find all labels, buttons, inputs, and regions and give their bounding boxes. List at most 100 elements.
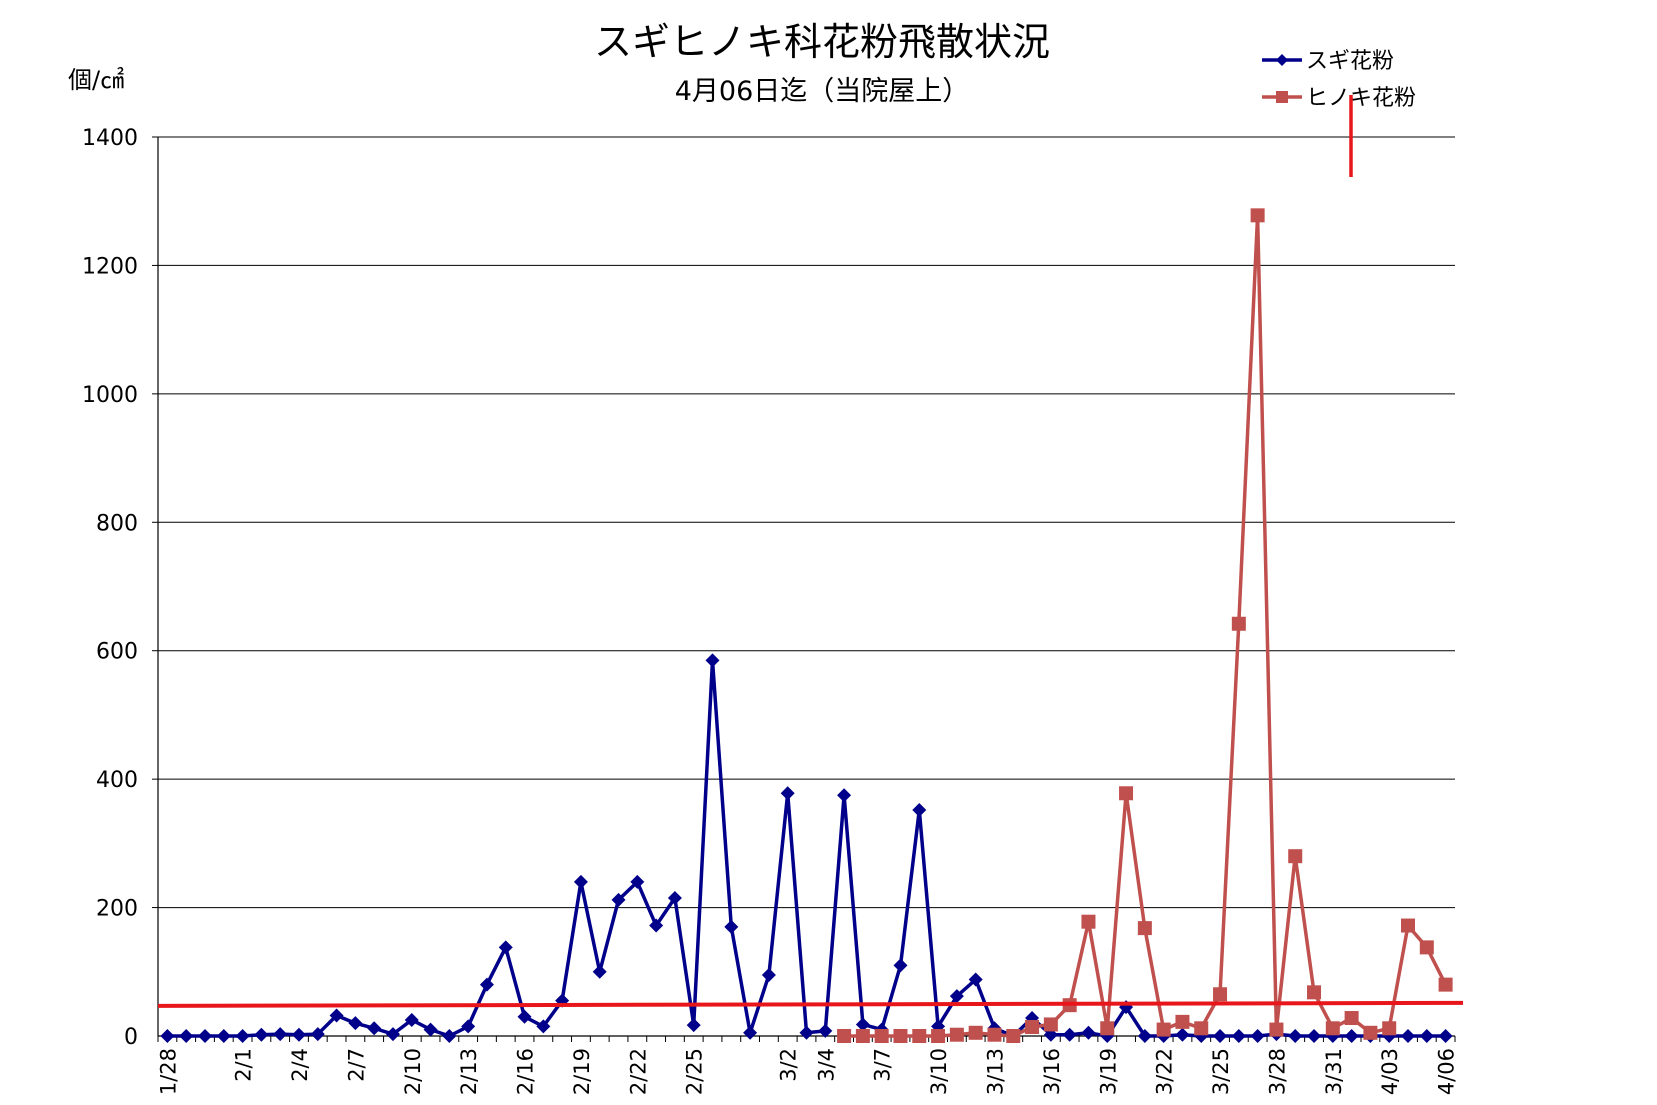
data-point <box>536 1019 551 1034</box>
data-point <box>649 918 664 933</box>
y-tick-label: 0 <box>124 1025 138 1050</box>
data-point <box>1231 616 1246 631</box>
data-point <box>385 1027 400 1042</box>
data-point <box>442 1029 457 1043</box>
data-point <box>367 1021 382 1036</box>
data-point <box>1062 1027 1077 1042</box>
data-point <box>1213 987 1228 1002</box>
chart-subtitle: 4月06日迄（当院屋上） <box>675 76 970 107</box>
data-point <box>1307 1029 1322 1043</box>
data-point <box>686 1018 701 1033</box>
data-point <box>291 1027 306 1042</box>
x-tick-label: 3/2 <box>777 1048 801 1082</box>
data-point <box>1119 786 1134 801</box>
data-point <box>1438 977 1453 992</box>
data-point <box>818 1023 833 1038</box>
x-tick-label: 3/7 <box>871 1048 895 1082</box>
data-point <box>837 788 852 803</box>
data-point <box>1250 208 1265 223</box>
data-point <box>912 802 927 817</box>
series-hinoki <box>837 208 1453 1043</box>
data-point <box>874 1029 889 1043</box>
data-point <box>667 890 682 905</box>
data-point <box>1137 1029 1152 1043</box>
data-point <box>1043 1017 1058 1032</box>
data-point <box>949 989 964 1004</box>
data-point <box>1025 1020 1040 1035</box>
data-point <box>1344 1011 1359 1026</box>
data-point <box>461 1019 476 1034</box>
data-point <box>705 653 720 668</box>
x-tick-label: 3/25 <box>1209 1048 1233 1095</box>
y-tick-label: 1200 <box>82 254 138 279</box>
x-tick-label: 2/7 <box>344 1048 368 1082</box>
data-point <box>855 1029 870 1043</box>
grid-lines <box>158 136 1455 909</box>
legend-label: ヒノキ花粉 <box>1306 86 1416 111</box>
data-point <box>573 874 588 889</box>
data-point <box>1288 849 1303 864</box>
data-point <box>1307 985 1322 1000</box>
data-point <box>1269 1022 1284 1037</box>
y-tick-label: 1400 <box>82 126 138 151</box>
series-layer <box>160 208 1453 1043</box>
y-tick-label: 1000 <box>82 383 138 408</box>
data-point <box>743 1025 758 1040</box>
threshold-line <box>157 1000 1464 1008</box>
x-tick-label: 2/10 <box>401 1048 425 1095</box>
x-tick-label: 3/22 <box>1153 1048 1177 1095</box>
data-point <box>348 1016 363 1031</box>
data-point <box>1213 1029 1228 1043</box>
y-tick-label: 200 <box>96 897 138 922</box>
x-tick-label: 3/31 <box>1322 1048 1346 1095</box>
data-point <box>197 1029 212 1043</box>
data-point <box>837 1029 852 1043</box>
data-point <box>1006 1029 1021 1043</box>
data-point <box>1250 1029 1265 1043</box>
data-point <box>498 940 513 955</box>
data-point <box>724 919 739 934</box>
series-line <box>844 213 1448 1038</box>
y-tick-label: 600 <box>96 640 138 665</box>
x-tick-label: 3/16 <box>1040 1048 1064 1095</box>
y-tick-label: 400 <box>96 768 138 793</box>
data-point <box>1344 1029 1359 1043</box>
x-tick-label: 3/4 <box>814 1048 838 1082</box>
data-point <box>423 1022 438 1037</box>
data-point <box>404 1012 419 1027</box>
x-tick-labels: 1/28 2/1 2/4 2/7 2/10 2/13 2/16 2/19 2/22 2/25 3/2… <box>156 1048 1458 1095</box>
x-tick-label: 2/1 <box>232 1048 256 1082</box>
series-line <box>167 658 1446 1038</box>
data-point <box>592 964 607 979</box>
data-point <box>912 1029 927 1043</box>
y-tick-labels: 0 200 400 600 800 1000 1200 1400 <box>82 126 138 1050</box>
series-sugi <box>160 653 1453 1043</box>
data-point <box>1288 1029 1303 1043</box>
x-tick-label: 3/10 <box>927 1048 951 1095</box>
data-point <box>968 972 983 987</box>
data-point <box>254 1027 269 1042</box>
data-point <box>761 967 776 982</box>
threshold-layer <box>157 1000 1464 1008</box>
data-point <box>1401 918 1416 933</box>
data-point <box>1419 940 1434 955</box>
x-tick-label: 2/4 <box>288 1048 312 1082</box>
data-point <box>273 1027 288 1042</box>
data-point <box>1438 1029 1453 1043</box>
x-tick-label: 2/22 <box>626 1048 650 1095</box>
data-point <box>1175 1014 1190 1029</box>
data-point <box>855 1017 870 1032</box>
x-tick-label: 4/03 <box>1378 1048 1402 1095</box>
x-tick-label: 4/06 <box>1435 1048 1459 1095</box>
data-point <box>329 1008 344 1023</box>
data-point <box>1382 1021 1397 1036</box>
data-point <box>216 1029 231 1043</box>
data-point <box>1231 1029 1246 1043</box>
data-point <box>479 977 494 992</box>
data-point <box>160 1029 175 1043</box>
data-point <box>1363 1025 1378 1040</box>
x-tick-label: 2/19 <box>570 1048 594 1095</box>
data-point <box>799 1025 814 1040</box>
